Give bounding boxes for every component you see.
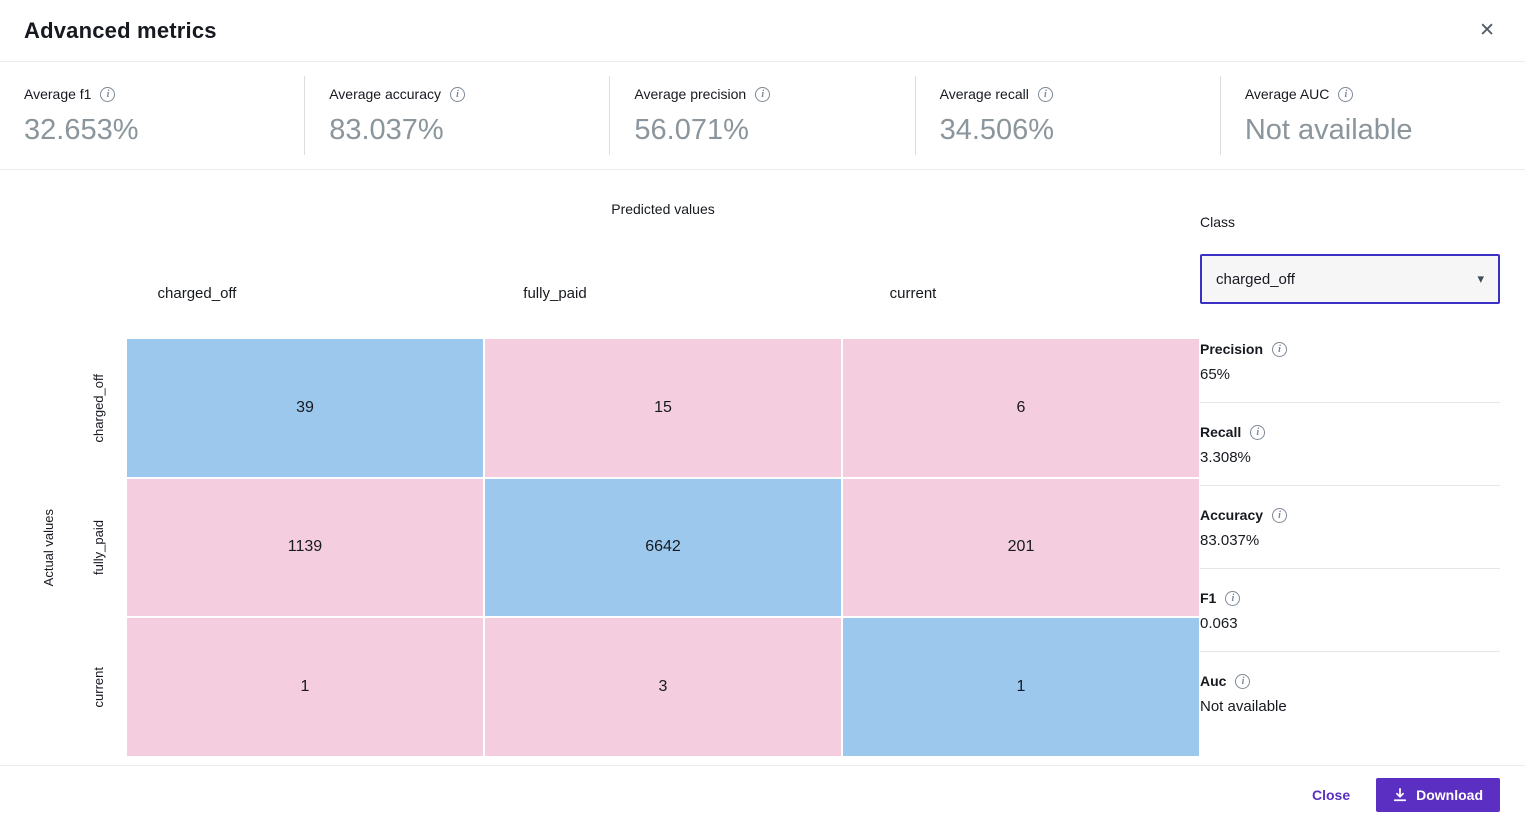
info-icon[interactable]: i <box>1338 86 1354 102</box>
info-icon[interactable]: i <box>450 86 466 102</box>
matrix-cell: 6 <box>842 338 1200 478</box>
matrix-cell: 1 <box>842 617 1200 757</box>
download-button-label: Download <box>1416 787 1483 803</box>
matrix-cell: 39 <box>126 338 484 478</box>
matrix-cell: 6642 <box>484 477 842 618</box>
close-button[interactable]: Close <box>1311 787 1351 803</box>
metric-label: Average recall <box>939 86 1029 102</box>
predicted-values-axis-label: Predicted values <box>611 201 715 217</box>
matrix-cell: 201 <box>842 477 1200 618</box>
matrix-cell: 1 <box>126 617 484 757</box>
row-label-current: current <box>90 666 106 708</box>
stat-label: Recall <box>1200 424 1242 440</box>
stat-value: 0.063 <box>1200 615 1238 632</box>
info-icon[interactable]: i <box>1235 673 1251 689</box>
metric-value: 83.037% <box>329 114 444 146</box>
metric-card-average-recall: Average recall i 34.506% <box>916 76 1221 155</box>
metric-value: 56.071% <box>634 114 749 146</box>
confusion-matrix-area: Predicted values charged_off fully_paid … <box>0 170 1200 765</box>
info-icon[interactable]: i <box>1272 341 1288 357</box>
info-icon[interactable]: i <box>1225 590 1241 606</box>
modal-footer: Close Download <box>0 766 1525 824</box>
info-icon[interactable]: i <box>1250 424 1266 440</box>
download-icon <box>1393 788 1407 802</box>
metric-card-average-f1: Average f1 i 32.653% <box>0 76 306 155</box>
info-icon[interactable]: i <box>755 86 771 102</box>
column-header-fully-paid: fully_paid <box>523 284 587 302</box>
metric-value: 32.653% <box>24 114 139 146</box>
metric-label: Average accuracy <box>329 86 442 102</box>
matrix-cell: 1139 <box>126 477 484 618</box>
download-button[interactable]: Download <box>1376 778 1500 812</box>
class-dropdown-selected: charged_off <box>1216 270 1295 288</box>
summary-metrics-row: Average f1 i 32.653% Average accuracy i … <box>0 62 1525 170</box>
modal-header: Advanced metrics ✕ <box>0 0 1525 62</box>
metric-label: Average f1 <box>24 86 92 102</box>
info-icon[interactable]: i <box>100 86 116 102</box>
info-icon[interactable]: i <box>1037 86 1053 102</box>
stat-precision: Precision i 65% <box>1200 320 1500 403</box>
class-stats: Precision i 65% Recall i 3.308% Accuracy <box>1200 320 1500 734</box>
column-header-current: current <box>889 284 937 302</box>
stat-value: 65% <box>1200 366 1231 383</box>
stat-value: Not available <box>1200 698 1287 715</box>
class-label: Class <box>1200 214 1236 230</box>
row-label-charged-off: charged_off <box>90 373 106 443</box>
stat-f1: F1 i 0.063 <box>1200 569 1500 652</box>
info-icon[interactable]: i <box>1272 507 1288 523</box>
column-header-charged-off: charged_off <box>157 284 237 302</box>
close-icon[interactable]: ✕ <box>1475 17 1499 44</box>
class-dropdown[interactable]: charged_off ▾ <box>1200 254 1500 304</box>
metric-card-average-precision: Average precision i 56.071% <box>610 76 916 155</box>
metric-label: Average precision <box>634 86 747 102</box>
class-panel: Class charged_off ▾ Precision i 65% Reca… <box>1200 170 1500 765</box>
matrix-cell: 15 <box>484 338 842 478</box>
stat-label: F1 <box>1200 590 1217 606</box>
stat-label: Auc <box>1200 673 1227 689</box>
metric-label: Average AUC <box>1244 86 1330 102</box>
matrix-cell: 3 <box>484 617 842 757</box>
stat-recall: Recall i 3.308% <box>1200 403 1500 486</box>
page-title: Advanced metrics <box>24 17 217 43</box>
stat-label: Accuracy <box>1200 507 1264 523</box>
main-content: Predicted values charged_off fully_paid … <box>0 170 1525 766</box>
stat-accuracy: Accuracy i 83.037% <box>1200 486 1500 569</box>
chevron-down-icon: ▾ <box>1477 271 1484 286</box>
stat-auc: Auc i Not available <box>1200 652 1500 734</box>
metric-card-average-auc: Average AUC i Not available <box>1221 76 1525 155</box>
actual-values-axis-label: Actual values <box>40 508 56 587</box>
metric-card-average-accuracy: Average accuracy i 83.037% <box>305 76 611 155</box>
confusion-matrix: Predicted values charged_off fully_paid … <box>26 170 1200 757</box>
stat-value: 3.308% <box>1200 449 1251 466</box>
metric-value: 34.506% <box>939 114 1055 146</box>
metric-value: Not available <box>1244 114 1413 146</box>
row-label-fully-paid: fully_paid <box>90 520 106 575</box>
stat-value: 83.037% <box>1200 532 1260 549</box>
stat-label: Precision <box>1200 341 1264 357</box>
